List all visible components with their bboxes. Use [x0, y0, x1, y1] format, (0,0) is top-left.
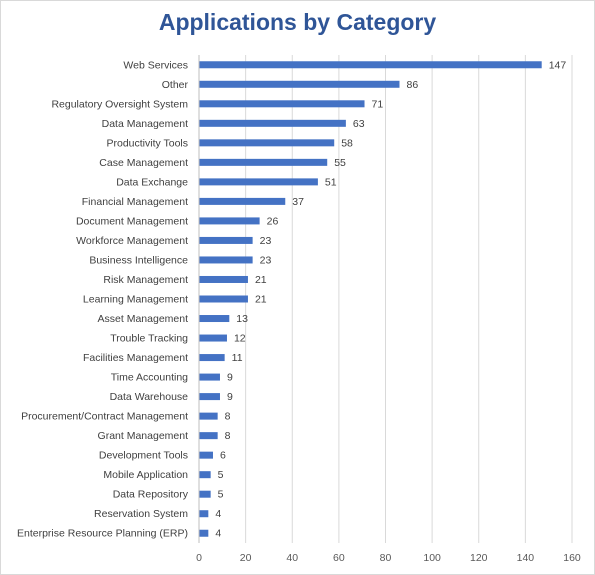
bar	[199, 80, 400, 88]
bar	[199, 432, 218, 440]
x-tick-label: 120	[470, 552, 488, 564]
data-label: 86	[406, 79, 418, 91]
data-label: 71	[372, 98, 384, 110]
data-label: 21	[255, 274, 267, 286]
category-label: Asset Management	[98, 313, 189, 325]
data-label: 8	[225, 411, 231, 423]
x-tick-label: 100	[423, 552, 441, 564]
data-label: 13	[236, 313, 248, 325]
data-label: 63	[353, 118, 365, 130]
bar	[199, 373, 220, 381]
data-label: 147	[549, 59, 567, 71]
data-label: 4	[215, 508, 221, 520]
category-label: Case Management	[99, 157, 188, 169]
bar	[199, 451, 213, 459]
x-tick-label: 40	[286, 552, 298, 564]
bar	[199, 490, 211, 498]
category-label: Business Intelligence	[89, 254, 188, 266]
bar	[199, 178, 318, 186]
data-label: 23	[260, 254, 272, 266]
data-label: 5	[218, 489, 224, 501]
chart-title: Applications by Category	[158, 9, 437, 35]
bar	[199, 529, 209, 537]
category-label: Data Repository	[113, 489, 189, 501]
category-label: Risk Management	[103, 274, 188, 286]
category-label: Facilities Management	[83, 352, 188, 364]
bar	[199, 471, 211, 479]
category-label: Procurement/Contract Management	[21, 411, 188, 423]
category-label: Workforce Management	[76, 235, 188, 247]
data-label: 4	[215, 528, 221, 540]
category-label: Trouble Tracking	[110, 333, 188, 345]
bar	[199, 100, 365, 108]
data-label: 58	[341, 137, 353, 149]
data-label: 9	[227, 391, 233, 403]
category-label: Document Management	[76, 215, 188, 227]
x-tick-label: 80	[380, 552, 392, 564]
data-label: 37	[292, 196, 304, 208]
category-label: Other	[162, 79, 189, 91]
bar	[199, 61, 542, 69]
category-label: Productivity Tools	[106, 137, 188, 149]
bar	[199, 217, 260, 225]
category-label: Regulatory Oversight System	[51, 98, 188, 110]
category-label: Reservation System	[94, 508, 188, 520]
category-label: Grant Management	[98, 430, 189, 442]
x-tick-label: 160	[563, 552, 581, 564]
category-label: Data Warehouse	[110, 391, 189, 403]
bar	[199, 393, 220, 401]
category-label: Development Tools	[99, 450, 188, 462]
data-label: 11	[232, 352, 243, 364]
bar	[199, 334, 227, 342]
x-tick-label: 140	[517, 552, 535, 564]
x-tick-label: 0	[196, 552, 202, 564]
category-label: Financial Management	[82, 196, 188, 208]
category-label: Time Accounting	[111, 372, 188, 384]
data-label: 51	[325, 176, 337, 188]
data-label: 55	[334, 157, 346, 169]
data-label: 5	[218, 469, 224, 481]
x-tick-label: 20	[240, 552, 252, 564]
data-label: 26	[267, 215, 279, 227]
category-label: Web Services	[123, 59, 188, 71]
bar	[199, 412, 218, 420]
category-label: Data Management	[102, 118, 188, 130]
bar	[199, 295, 248, 303]
bar	[199, 315, 230, 323]
bar	[199, 158, 328, 166]
bar	[199, 139, 335, 147]
x-tick-label: 60	[333, 552, 345, 564]
data-label: 6	[220, 450, 226, 462]
bar	[199, 236, 253, 244]
data-label: 21	[255, 294, 267, 306]
data-label: 8	[225, 430, 231, 442]
bar	[199, 354, 225, 362]
category-label: Enterprise Resource Planning (ERP)	[17, 528, 188, 540]
bar	[199, 119, 346, 127]
category-label: Mobile Application	[103, 469, 188, 481]
data-label: 23	[260, 235, 272, 247]
bar	[199, 275, 248, 283]
bar	[199, 510, 209, 518]
bar	[199, 197, 286, 205]
data-label: 9	[227, 372, 233, 384]
category-label: Data Exchange	[116, 176, 188, 188]
category-label: Learning Management	[83, 294, 188, 306]
bar	[199, 256, 253, 264]
data-label: 12	[234, 333, 246, 345]
